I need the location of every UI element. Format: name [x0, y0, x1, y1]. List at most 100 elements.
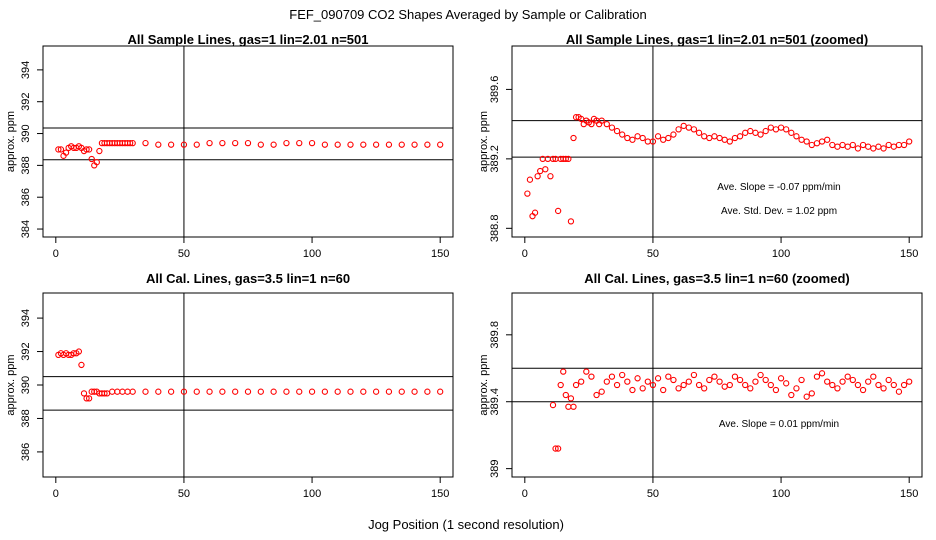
panel-1-data-point: [788, 129, 795, 136]
panel-0-data-point: [193, 141, 200, 148]
panel-2-data-point: [244, 388, 252, 395]
panel-3-data-point: [885, 376, 892, 384]
panel-1-data-point: [839, 141, 846, 149]
panel-1-data-point: [793, 133, 800, 140]
panel-2-data-point: [424, 388, 431, 395]
panel-0-data-point: [62, 149, 70, 156]
panel-3-data-point: [588, 373, 595, 380]
panel-2-data-point: [78, 361, 85, 369]
panel-1-data-point: [680, 122, 687, 130]
panel-0-data-point: [57, 146, 65, 153]
panel-3-data-point: [788, 391, 795, 399]
panel-0-data-point: [126, 139, 134, 147]
panel-3-data-point: [560, 368, 567, 375]
panel-1-data-point: [767, 124, 774, 131]
panel-0-title: All Sample Lines, gas=1 lin=2.01 n=501: [128, 32, 369, 47]
panel-3-data-point: [757, 371, 764, 379]
panel-2-data-point: [83, 395, 90, 402]
panel-2-ytick-label: 386: [20, 443, 32, 461]
panel-2-data-point: [437, 388, 444, 395]
panel-3-data-point: [644, 378, 651, 385]
panel-3-data-point: [549, 401, 557, 409]
panel-3-data-point: [665, 373, 672, 380]
panel-1-data-point: [742, 129, 749, 136]
panel-0-plot-frame: [42, 45, 454, 238]
panel-1-data-point: [721, 136, 728, 143]
panel-1-data-point: [752, 129, 759, 136]
panel-1-data-point: [562, 155, 569, 163]
panel-3-data-point: [552, 445, 559, 452]
panel-1-data-point: [639, 134, 646, 142]
panel-0-xtick-label: 0: [53, 248, 59, 260]
panel-3-data-point: [834, 385, 841, 392]
panel-3-data-point: [654, 375, 662, 382]
panel-3-data-point: [803, 393, 810, 400]
panel-2-data-point: [232, 388, 239, 395]
panel-1-data-point: [665, 134, 672, 142]
panel-3-data-point: [570, 403, 577, 410]
panel-1-data-point: [880, 145, 887, 152]
panel-1-data-point: [565, 155, 572, 163]
panel-0-data-point: [270, 141, 277, 148]
panel-1-xtick-label: 150: [900, 248, 918, 260]
panel-3-data-point: [639, 385, 646, 392]
panel-3-data-point: [793, 385, 800, 392]
panel-2-data-point: [257, 388, 264, 395]
panel-3-data-point: [554, 445, 562, 452]
panel-1-annotation-1: Ave. Std. Dev. = 1.02 ppm: [721, 206, 837, 217]
panel-3-ytick-label: 389.8: [489, 321, 501, 349]
panel-1-data-point: [844, 143, 851, 150]
panel-3-data-point: [660, 386, 667, 394]
panel-1-data-point: [762, 127, 769, 135]
panel-3-data-point: [742, 381, 749, 389]
panel-1-data-point: [803, 138, 810, 145]
panel-3-data-point: [603, 378, 610, 385]
panel-3-data-point: [859, 386, 867, 394]
panel-0-data-point: [155, 141, 162, 148]
panel-1-data-point: [726, 138, 733, 145]
panel-3-data-point: [695, 381, 703, 389]
panel-0-data-point: [180, 141, 188, 148]
panel-1-data-point: [534, 173, 541, 180]
panel-3-data-point: [731, 373, 739, 380]
panel-2-xtick-label: 0: [53, 488, 59, 500]
panel-0-data-point: [372, 141, 380, 148]
panel-0-ytick-label: 388: [20, 156, 32, 174]
panel-2-plot-frame: [42, 292, 454, 478]
panel-sample-lines: All Sample Lines, gas=1 lin=2.01 n=501 0 5…: [5, 32, 454, 260]
panel-3-data-point: [870, 373, 877, 380]
panel-3-data-point: [583, 368, 590, 375]
panel-3-data-point: [634, 375, 641, 382]
panel-3-data-point: [772, 386, 780, 394]
panel-1-data-point: [670, 131, 677, 138]
panel-3-data-point: [685, 378, 692, 385]
panel-3-data-point: [557, 381, 564, 389]
panel-2-data-point: [193, 388, 200, 395]
panel-2-data-point: [109, 388, 116, 395]
panel-2-data-point: [372, 388, 380, 395]
panel-3-title: All Cal. Lines, gas=3.5 lin=1 n=60 (zoom…: [584, 271, 850, 286]
panel-3-ytick-label: 389.4: [489, 388, 501, 416]
panel-2-data-point: [75, 348, 83, 355]
panel-2-ytick-label: 394: [20, 309, 32, 327]
panel-0-data-point: [129, 139, 136, 147]
panel-0-ytick-label: 394: [20, 61, 32, 79]
panel-1-data-point: [629, 136, 636, 143]
panel-2-data-point: [270, 388, 277, 395]
panel-3-data-point: [762, 376, 769, 384]
panel-1-plot-frame: [511, 45, 923, 238]
panel-2-title: All Cal. Lines, gas=3.5 lin=1 n=60: [146, 271, 350, 286]
panel-3-data-point: [824, 378, 831, 385]
panel-0-xtick-label: 100: [303, 248, 321, 260]
panel-1-data-point: [890, 143, 897, 150]
panel-3-data-point: [813, 373, 821, 380]
panel-2-xtick-label: 100: [303, 488, 321, 500]
panel-1-data-point: [824, 136, 831, 143]
panel-2-data-point: [385, 388, 393, 395]
panel-2-data-point: [142, 388, 149, 395]
panel-2-data-point: [85, 395, 93, 402]
panel-0-xtick-label: 50: [178, 248, 190, 260]
panel-1-data-point: [598, 117, 605, 124]
panel-3-data-point: [726, 381, 733, 389]
panel-sample-lines-zoomed: All Sample Lines, gas=1 lin=2.01 n=501 (…: [478, 32, 923, 260]
